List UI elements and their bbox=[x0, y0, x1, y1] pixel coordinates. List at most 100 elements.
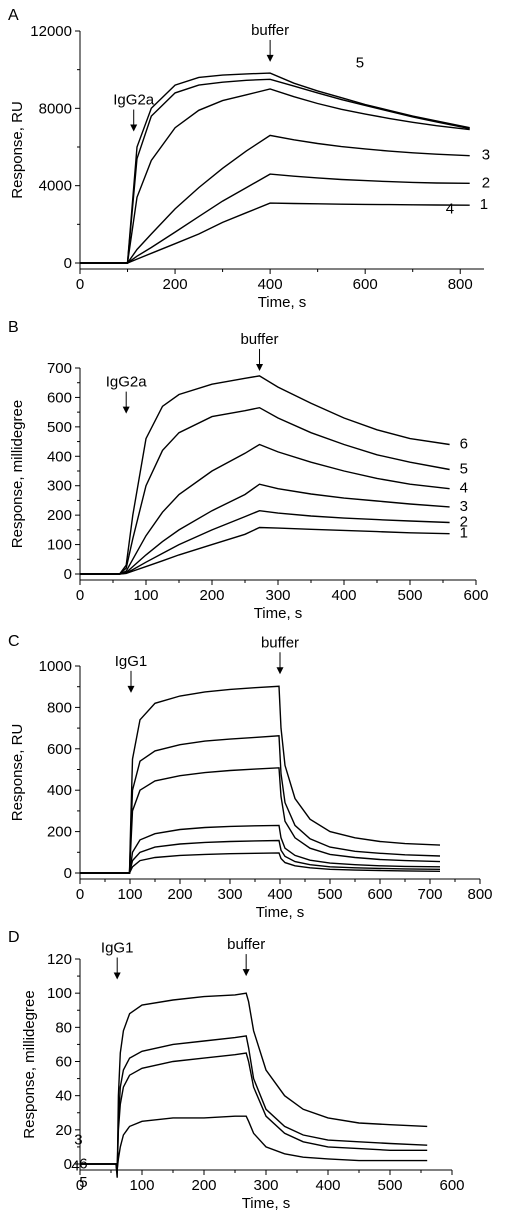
y-tick-label: 300 bbox=[47, 478, 72, 495]
annotation-label: buffer bbox=[240, 331, 278, 348]
annotation-label: buffer bbox=[261, 634, 299, 651]
x-tick-label: 400 bbox=[267, 886, 292, 903]
x-tick-label: 100 bbox=[117, 886, 142, 903]
x-tick-label: 100 bbox=[133, 587, 158, 604]
series-5-line bbox=[80, 1035, 428, 1173]
y-tick-label: 200 bbox=[47, 824, 72, 841]
panel-b: B 0 100 200 300 400 500 600 0 100 200 300 400 500 600 7… bbox=[8, 319, 489, 622]
y-tick-label: 400 bbox=[47, 782, 72, 799]
annotation-arrowhead bbox=[113, 972, 121, 980]
x-tick-label: 200 bbox=[167, 886, 192, 903]
series-1-label: 1 bbox=[460, 525, 468, 542]
series-4-label: 4 bbox=[71, 1157, 79, 1174]
x-tick-label: 600 bbox=[463, 587, 488, 604]
y-tick-label: 0 bbox=[64, 566, 72, 583]
y-tick-label: 80 bbox=[55, 1019, 72, 1036]
series-4-line bbox=[80, 443, 450, 575]
x-tick-label: 600 bbox=[439, 1177, 464, 1194]
y-tick-label: 500 bbox=[47, 419, 72, 436]
series-6-line bbox=[80, 375, 450, 575]
series-6-line bbox=[80, 685, 441, 874]
y-tick-label: 800 bbox=[47, 699, 72, 716]
x-tick-label: 200 bbox=[191, 1177, 216, 1194]
series-6-line bbox=[80, 78, 470, 264]
x-tick-label: 400 bbox=[331, 587, 356, 604]
series-3-line bbox=[80, 134, 470, 264]
x-tick-label: 500 bbox=[317, 886, 342, 903]
series-1-line bbox=[80, 852, 441, 874]
y-tick-label: 100 bbox=[47, 537, 72, 554]
y-tick-label: 100 bbox=[47, 985, 72, 1002]
series-4-line bbox=[80, 88, 470, 264]
series-4-line bbox=[80, 1052, 428, 1173]
panel-letter: B bbox=[8, 319, 19, 336]
y-tick-label: 200 bbox=[47, 507, 72, 524]
x-tick-label: 300 bbox=[265, 587, 290, 604]
panel-letter: D bbox=[8, 929, 20, 946]
y-tick-label: 400 bbox=[47, 448, 72, 465]
y-tick-label: 4000 bbox=[39, 178, 72, 195]
x-axis-label: Time, s bbox=[258, 294, 307, 311]
x-tick-label: 800 bbox=[467, 886, 492, 903]
annotation-arrowhead bbox=[256, 363, 264, 371]
x-tick-label: 200 bbox=[163, 276, 188, 293]
y-tick-label: 8000 bbox=[39, 100, 72, 117]
annotation-label: IgG2a bbox=[106, 374, 148, 391]
y-tick-label: 1000 bbox=[39, 658, 72, 675]
y-tick-label: 600 bbox=[47, 741, 72, 758]
x-tick-label: 0 bbox=[76, 276, 84, 293]
x-tick-label: 100 bbox=[129, 1177, 154, 1194]
panel-d: D 0 100 200 300 400 500 600 0 20 40 60 80 100 120 Time,… bbox=[8, 929, 465, 1212]
x-tick-label: 500 bbox=[377, 1177, 402, 1194]
x-tick-label: 600 bbox=[367, 886, 392, 903]
y-axis-label: Response, RU bbox=[9, 724, 26, 822]
series-6-label: 6 bbox=[79, 1155, 87, 1172]
series-5-line bbox=[80, 72, 470, 264]
x-tick-label: 0 bbox=[76, 587, 84, 604]
annotation-arrowhead bbox=[242, 969, 250, 977]
x-tick-label: 400 bbox=[315, 1177, 340, 1194]
annotation-label: IgG2a bbox=[113, 92, 155, 109]
x-axis-label: Time, s bbox=[254, 605, 303, 622]
annotation-label: buffer bbox=[251, 22, 289, 39]
y-axis-label: Response, millidegree bbox=[21, 990, 38, 1138]
annotation-label: IgG1 bbox=[115, 653, 148, 670]
x-axis-label: Time, s bbox=[242, 1195, 291, 1212]
y-tick-label: 700 bbox=[47, 360, 72, 377]
y-tick-label: 12000 bbox=[30, 23, 72, 40]
series-2-line bbox=[80, 173, 470, 264]
y-tick-label: 0 bbox=[64, 865, 72, 882]
series-1-label: 1 bbox=[480, 196, 488, 213]
y-axis-label: Response, millidegree bbox=[9, 400, 26, 548]
series-5-line bbox=[80, 406, 450, 575]
x-tick-label: 200 bbox=[199, 587, 224, 604]
y-tick-label: 0 bbox=[64, 255, 72, 272]
annotation-arrowhead bbox=[122, 406, 130, 414]
series-3-label: 3 bbox=[460, 498, 468, 515]
annotation-arrowhead bbox=[266, 54, 274, 62]
series-3-line bbox=[80, 483, 450, 575]
series-2-line bbox=[80, 839, 441, 874]
x-tick-label: 0 bbox=[76, 1177, 84, 1194]
panel-letter: A bbox=[8, 7, 19, 24]
series-4-label: 4 bbox=[460, 480, 468, 497]
x-tick-label: 0 bbox=[76, 886, 84, 903]
x-tick-label: 800 bbox=[448, 276, 473, 293]
series-4-label: 4 bbox=[446, 201, 454, 218]
annotation-arrowhead bbox=[127, 685, 135, 693]
panel-letter: C bbox=[8, 633, 20, 650]
y-tick-label: 0 bbox=[64, 1156, 72, 1173]
y-tick-label: 600 bbox=[47, 389, 72, 406]
y-tick-label: 120 bbox=[47, 951, 72, 968]
x-tick-label: 600 bbox=[353, 276, 378, 293]
series-6-label: 6 bbox=[460, 436, 468, 453]
series-5-line bbox=[80, 735, 441, 874]
series-3-line bbox=[80, 824, 441, 874]
x-tick-label: 400 bbox=[258, 276, 283, 293]
series-3-label: 3 bbox=[74, 1132, 82, 1149]
y-tick-label: 60 bbox=[55, 1054, 72, 1071]
x-tick-label: 300 bbox=[217, 886, 242, 903]
series-1-line bbox=[80, 202, 470, 264]
x-axis-label: Time, s bbox=[256, 904, 305, 921]
